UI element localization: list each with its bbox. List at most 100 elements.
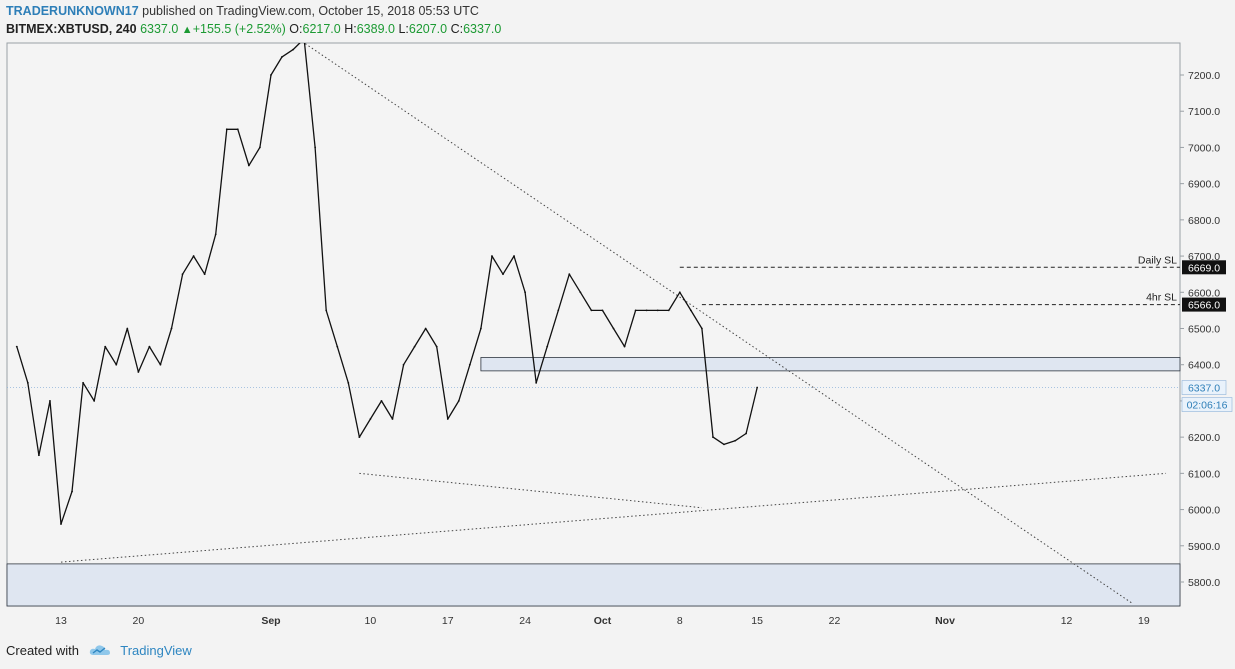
price-point bbox=[225, 128, 228, 131]
x-tick-label: 24 bbox=[519, 615, 531, 627]
price-point bbox=[82, 381, 84, 384]
price-point bbox=[71, 490, 73, 493]
y-tick-label: 6500.0 bbox=[1188, 324, 1220, 336]
price-point bbox=[612, 327, 615, 330]
low-value: 6207.0 bbox=[408, 22, 448, 36]
zone-rect bbox=[6, 563, 1181, 607]
y-tick-label: 6000.0 bbox=[1188, 505, 1220, 517]
y-tick-label: 6900.0 bbox=[1188, 179, 1220, 191]
price-point bbox=[292, 48, 294, 51]
level-label: Daily SL bbox=[1138, 254, 1177, 266]
published-text: published on TradingView.com, October 15… bbox=[142, 4, 479, 18]
x-tick-label: 12 bbox=[1061, 615, 1073, 627]
y-tick-label: 6700.0 bbox=[1188, 251, 1220, 263]
price-point bbox=[491, 255, 493, 257]
price-point bbox=[49, 400, 51, 402]
price-point bbox=[756, 386, 759, 389]
footer: Created with TradingView bbox=[6, 643, 192, 659]
price-point bbox=[413, 345, 416, 348]
x-tick-label: 13 bbox=[55, 615, 67, 627]
countdown-tag bbox=[1181, 397, 1233, 412]
y-tick-label: 6100.0 bbox=[1188, 468, 1220, 480]
price-point bbox=[137, 371, 140, 373]
author-link[interactable]: TRADERUNKNOWN17 bbox=[6, 4, 139, 18]
price-point bbox=[38, 454, 40, 457]
price-point bbox=[93, 400, 96, 402]
high-value: 6389.0 bbox=[356, 22, 395, 36]
price-point bbox=[203, 273, 206, 276]
change-label: +155.5 (+2.52%) bbox=[192, 22, 286, 36]
y-tick-label: 6800.0 bbox=[1188, 215, 1220, 227]
price-point bbox=[391, 418, 394, 420]
price-point bbox=[303, 38, 305, 40]
price-point bbox=[358, 436, 361, 439]
price-point bbox=[590, 309, 593, 312]
level-label: 4hr SL bbox=[1146, 292, 1177, 304]
price-point bbox=[446, 418, 449, 420]
price-point bbox=[325, 309, 328, 312]
price-point bbox=[60, 523, 62, 525]
price-point bbox=[26, 381, 29, 384]
price-line bbox=[16, 43, 758, 525]
price-point bbox=[513, 255, 515, 257]
price-point bbox=[192, 255, 195, 257]
price-point bbox=[270, 74, 272, 76]
trendline bbox=[359, 472, 702, 509]
level-price-tag bbox=[1182, 297, 1226, 312]
price-point bbox=[236, 128, 239, 131]
price-point bbox=[546, 345, 549, 348]
open-key: O: bbox=[289, 22, 303, 36]
trendline bbox=[303, 43, 1134, 605]
price-point bbox=[457, 400, 460, 402]
x-tick-label: 17 bbox=[442, 615, 454, 627]
up-arrow-icon: ▲ bbox=[181, 24, 193, 36]
plot-area bbox=[6, 42, 1181, 607]
x-tick-label: 8 bbox=[677, 615, 683, 627]
low-key: L: bbox=[398, 22, 409, 36]
publish-info: TRADERUNKNOWN17 published on TradingView… bbox=[6, 4, 479, 18]
price-point bbox=[502, 273, 504, 276]
price-point bbox=[723, 443, 725, 446]
zone-rect bbox=[480, 357, 1181, 372]
price-point bbox=[568, 273, 571, 276]
y-tick-label: 7100.0 bbox=[1188, 106, 1220, 118]
level-price-tag bbox=[1182, 260, 1226, 275]
price-point bbox=[336, 345, 339, 348]
price-point bbox=[181, 273, 184, 276]
y-tick-label: 6600.0 bbox=[1188, 287, 1220, 299]
price-point bbox=[369, 418, 372, 420]
price-point bbox=[159, 363, 162, 366]
price-point bbox=[557, 309, 560, 312]
price-point bbox=[314, 146, 317, 149]
created-with-label: Created with bbox=[6, 643, 79, 658]
symbol-label: BITMEX:XBTUSD, 240 bbox=[6, 22, 137, 36]
price-point bbox=[148, 345, 151, 348]
close-key: C: bbox=[450, 22, 464, 36]
ohlc-legend: BITMEX:XBTUSD, 240 6337.0 ▲+155.5 (+2.52… bbox=[6, 22, 501, 36]
price-point bbox=[745, 432, 747, 435]
price-point bbox=[689, 309, 692, 312]
price-point bbox=[734, 439, 736, 442]
price-point bbox=[645, 309, 648, 312]
price-point bbox=[535, 381, 538, 384]
price-point bbox=[115, 363, 118, 366]
tradingview-link[interactable]: TradingView bbox=[120, 643, 192, 658]
x-tick-label: 20 bbox=[133, 615, 145, 627]
price-point bbox=[214, 233, 217, 236]
x-tick-label: 22 bbox=[829, 615, 841, 627]
x-tick-label: Nov bbox=[935, 615, 955, 627]
price-point bbox=[712, 436, 714, 439]
price-point bbox=[480, 327, 482, 330]
price-point bbox=[667, 309, 670, 312]
y-tick-label: 6400.0 bbox=[1188, 360, 1220, 372]
last-price-tag bbox=[1181, 380, 1227, 395]
price-point bbox=[281, 55, 283, 58]
open-value: 6217.0 bbox=[302, 22, 341, 36]
x-tick-label: 10 bbox=[365, 615, 377, 627]
price-point bbox=[468, 363, 471, 366]
high-key: H: bbox=[344, 22, 357, 36]
price-point bbox=[701, 327, 703, 330]
price-point bbox=[601, 309, 604, 312]
last-price-label: 6337.0 bbox=[140, 22, 179, 36]
